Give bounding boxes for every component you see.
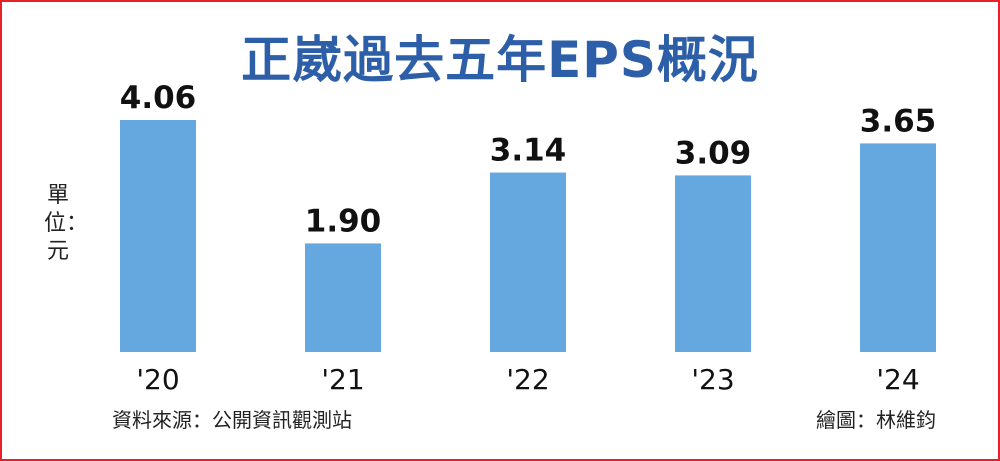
bar-0 xyxy=(120,120,196,352)
value-labels-group: 4.06 1.90 3.14 3.09 3.65 xyxy=(120,80,937,239)
value-label-2: 3.14 xyxy=(490,133,567,169)
bars-group xyxy=(120,120,936,352)
bar-4 xyxy=(860,143,936,352)
source-note: 資料來源：公開資訊觀測站 xyxy=(112,408,352,432)
x-tick-label-0: '20 xyxy=(136,363,179,396)
bar-2 xyxy=(490,172,566,352)
bar-3 xyxy=(675,175,751,352)
x-tick-label-4: '24 xyxy=(876,363,919,396)
value-label-0: 4.06 xyxy=(120,80,197,116)
value-label-3: 3.09 xyxy=(675,135,752,171)
x-tick-label-3: '23 xyxy=(691,363,734,396)
x-tick-label-1: '21 xyxy=(321,363,364,396)
x-tick-label-2: '22 xyxy=(506,363,549,396)
x-tick-labels-group: '20 '21 '22 '23 '24 xyxy=(136,363,919,396)
bar-1 xyxy=(305,243,381,352)
chart-title: 正崴過去五年EPS概況 xyxy=(241,31,759,89)
value-label-1: 1.90 xyxy=(305,203,382,239)
credit-note: 繪圖：林維鈞 xyxy=(816,408,936,432)
value-label-4: 3.65 xyxy=(860,103,937,139)
